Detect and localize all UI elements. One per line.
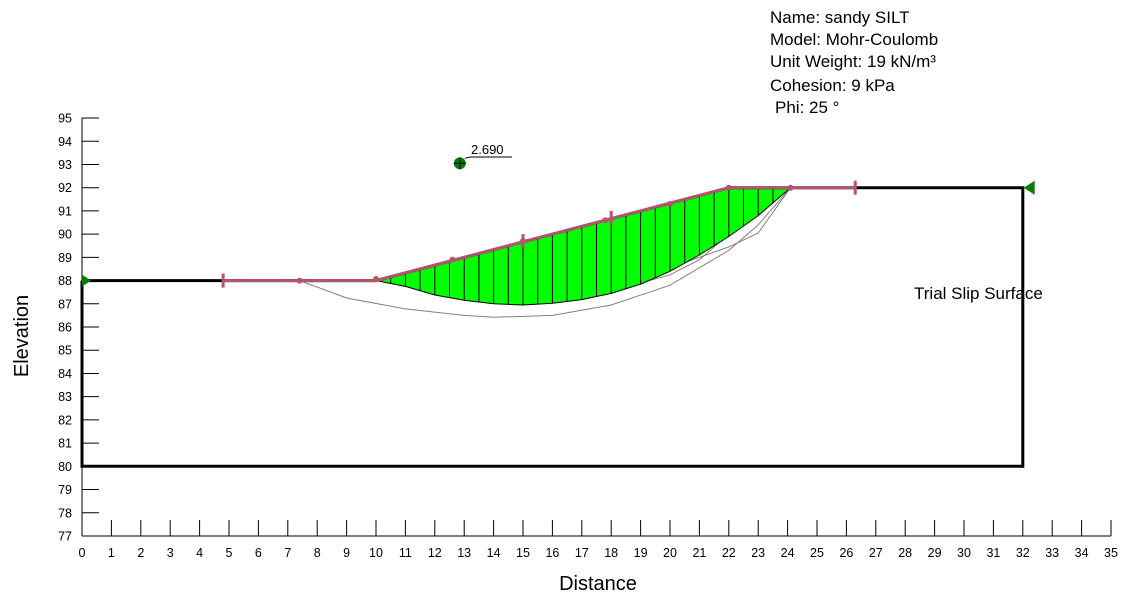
factor-of-safety-label: 2.690 <box>471 142 504 157</box>
material-name: Name: sandy SILT <box>770 8 910 27</box>
x-tick-label: 29 <box>928 546 942 560</box>
x-tick-label: 2 <box>137 546 144 560</box>
x-axis-title: Distance <box>559 573 637 595</box>
slip-mass-fill <box>375 187 792 306</box>
y-tick-label: 86 <box>58 321 72 335</box>
x-tick-label: 24 <box>781 546 795 560</box>
x-tick-label: 8 <box>314 546 321 560</box>
x-tick-label: 14 <box>487 546 501 560</box>
y-axis-title: Elevation <box>11 295 33 377</box>
x-tick-label: 5 <box>226 546 233 560</box>
y-tick-label: 94 <box>58 135 72 149</box>
y-tick-label: 79 <box>58 483 72 497</box>
trial-slip-surface-label: Trial Slip Surface <box>914 284 1043 303</box>
slice-lines <box>390 187 774 305</box>
material-unit-weight: Unit Weight: 19 kN/m³ <box>770 52 936 71</box>
y-tick-label: 77 <box>58 530 72 544</box>
y-tick-label: 90 <box>58 228 72 242</box>
y-tick-label: 89 <box>58 251 72 265</box>
x-tick-label: 13 <box>457 546 471 560</box>
x-tick-label: 4 <box>196 546 203 560</box>
x-tick-label: 22 <box>722 546 736 560</box>
region-outline <box>80 186 1025 468</box>
y-tick-label: 87 <box>58 297 72 311</box>
x-tick-label: 15 <box>516 546 530 560</box>
x-tick-label: 12 <box>428 546 442 560</box>
x-tick-label: 18 <box>604 546 618 560</box>
ground-surface <box>221 180 857 288</box>
critical-slip-mass <box>375 187 792 306</box>
x-tick-label: 25 <box>810 546 824 560</box>
y-tick-label: 88 <box>58 274 72 288</box>
x-tick-label: 16 <box>545 546 559 560</box>
y-tick-label: 85 <box>58 344 72 358</box>
y-tick-label: 95 <box>58 112 72 126</box>
x-tick-label: 3 <box>167 546 174 560</box>
x-tick-label: 0 <box>79 546 86 560</box>
x-tick-label: 23 <box>751 546 765 560</box>
x-tick-label: 33 <box>1045 546 1059 560</box>
x-tick-label: 34 <box>1075 546 1089 560</box>
x-tick-label: 9 <box>343 546 350 560</box>
x-tick-label: 10 <box>369 546 383 560</box>
surface-point <box>449 256 456 263</box>
x-tick-label: 30 <box>957 546 971 560</box>
y-tick-label: 78 <box>58 506 72 520</box>
surface-point <box>373 275 379 282</box>
x-tick-label: 20 <box>663 546 677 560</box>
y-tick-label: 80 <box>58 460 72 474</box>
material-model: Model: Mohr-Coulomb <box>770 30 938 49</box>
x-tick-label: 21 <box>692 546 706 560</box>
material-phi: Phi: 25 ° <box>775 98 839 117</box>
x-tick-label: 31 <box>986 546 1000 560</box>
x-tick-label: 7 <box>284 546 291 560</box>
x-tick-label: 1 <box>108 546 115 560</box>
markers <box>82 156 1035 287</box>
y-tick-label: 83 <box>58 390 72 404</box>
y-tick-label: 84 <box>58 367 72 381</box>
x-tick-label: 11 <box>399 546 412 560</box>
surface-point <box>787 184 794 191</box>
surface-point <box>667 200 673 207</box>
x-tick-label: 6 <box>255 546 262 560</box>
surface-point <box>602 217 609 224</box>
x-tick-label: 32 <box>1016 546 1030 560</box>
y-tick-label: 81 <box>58 437 72 451</box>
axes: 0 1 2 3 4 5 6 7 8 9 10 11 12 13 14 15 16 17 18 19 20 21 22 23 24… <box>58 112 1118 560</box>
x-tick-label: 35 <box>1104 546 1118 560</box>
x-tick-label: 27 <box>869 546 883 560</box>
x-tick-label: 26 <box>839 546 853 560</box>
x-tick-label: 19 <box>634 546 648 560</box>
factor-of-safety-leader <box>464 156 471 159</box>
y-tick-label: 91 <box>58 204 72 218</box>
material-cohesion: Cohesion: 9 kPa <box>770 76 895 95</box>
x-tick-label: 17 <box>575 546 589 560</box>
left-boundary-marker <box>82 274 91 287</box>
x-tick-label: 28 <box>898 546 912 560</box>
y-tick-label: 92 <box>58 181 72 195</box>
region-boundary <box>80 186 1025 468</box>
right-boundary-marker <box>1023 180 1035 195</box>
surface-point <box>725 184 732 191</box>
y-tick-label: 93 <box>58 158 72 172</box>
y-tick-label: 82 <box>58 413 72 427</box>
surface-point <box>296 277 303 284</box>
